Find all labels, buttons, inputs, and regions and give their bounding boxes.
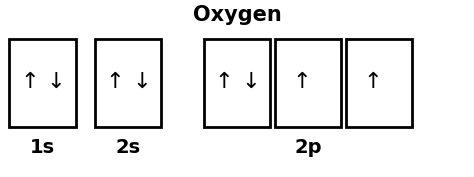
Bar (204, 39, 270, 127)
Text: ↑: ↑ (363, 72, 382, 92)
Text: ↑: ↑ (292, 72, 311, 92)
Bar (95, 39, 161, 127)
Text: Oxygen: Oxygen (192, 5, 282, 25)
Text: 1s: 1s (30, 138, 55, 157)
Text: 2s: 2s (115, 138, 141, 157)
Text: ↓: ↓ (132, 72, 151, 92)
Text: ↓: ↓ (46, 72, 65, 92)
Text: ↑: ↑ (105, 72, 124, 92)
Bar (346, 39, 412, 127)
Text: 2p: 2p (294, 138, 322, 157)
Text: ↑: ↑ (214, 72, 233, 92)
Text: ↑: ↑ (20, 72, 39, 92)
Bar (9, 39, 76, 127)
Bar (275, 39, 341, 127)
Text: ↓: ↓ (241, 72, 260, 92)
